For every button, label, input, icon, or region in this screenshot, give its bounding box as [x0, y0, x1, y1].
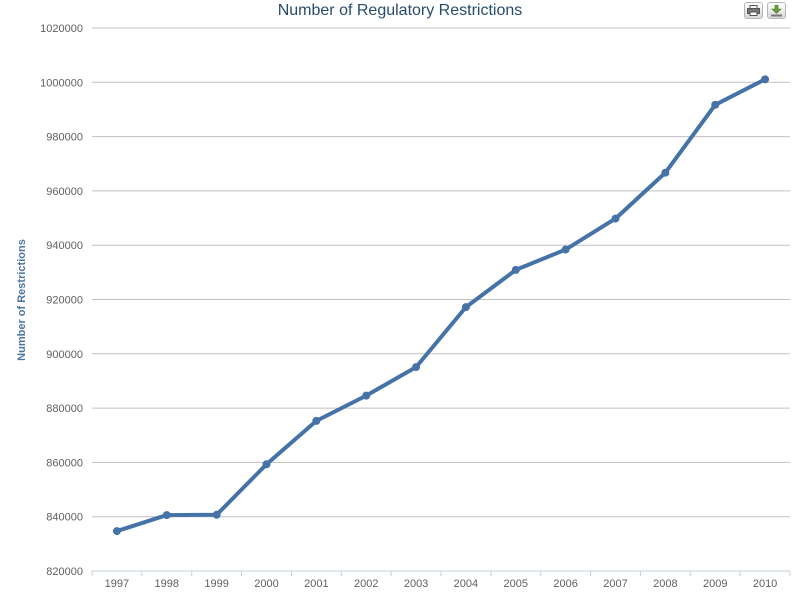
- chart-toolbar: [744, 2, 786, 19]
- x-tick-label: 2004: [454, 578, 478, 590]
- y-axis-label: Number of Restrictions: [16, 239, 28, 361]
- data-point[interactable]: [162, 511, 171, 520]
- series-group: [112, 75, 770, 536]
- x-tick-label: 2003: [404, 578, 428, 590]
- data-point[interactable]: [461, 303, 470, 312]
- x-tick-label: 2009: [703, 578, 727, 590]
- y-tick-label: 960000: [46, 186, 83, 198]
- chart-title: Number of Regulatory Restrictions: [278, 2, 523, 19]
- y-tick-label: 1020000: [40, 23, 83, 35]
- data-point[interactable]: [761, 75, 770, 84]
- print-button[interactable]: [744, 2, 763, 19]
- x-tick-label: 2010: [753, 578, 777, 590]
- x-tick-label: 1999: [204, 578, 228, 590]
- data-point[interactable]: [611, 214, 620, 223]
- y-tick-label: 900000: [46, 349, 83, 361]
- data-point[interactable]: [112, 527, 121, 536]
- data-point[interactable]: [561, 245, 570, 254]
- x-tick-label: 2002: [354, 578, 378, 590]
- y-tick-label: 920000: [46, 295, 83, 307]
- data-point[interactable]: [262, 460, 271, 469]
- x-tick-label: 2006: [553, 578, 577, 590]
- data-point[interactable]: [312, 416, 321, 425]
- x-tick-label: 2008: [653, 578, 677, 590]
- x-tick-label: 2007: [603, 578, 627, 590]
- y-tick-label: 940000: [46, 240, 83, 252]
- x-tick-label: 1997: [105, 578, 129, 590]
- x-tick-label: 2001: [304, 578, 328, 590]
- y-tick-label: 840000: [46, 512, 83, 524]
- data-point[interactable]: [362, 391, 371, 400]
- y-tick-label: 820000: [46, 566, 83, 578]
- y-tick-label: 980000: [46, 132, 83, 144]
- data-point[interactable]: [711, 100, 720, 109]
- x-axis-ticks: 1997 1998 1999 2000 2001 2002 2003 2004 2005 2006…: [105, 578, 778, 590]
- print-icon: [747, 5, 760, 16]
- y-tick-label: 860000: [46, 457, 83, 469]
- x-tick-label: 1998: [155, 578, 179, 590]
- download-icon: [771, 4, 782, 16]
- data-point[interactable]: [511, 265, 520, 274]
- x-tick-label: 2000: [254, 578, 278, 590]
- y-tick-label: 880000: [46, 403, 83, 415]
- data-point[interactable]: [412, 363, 421, 372]
- y-axis-ticks: 820000 840000 860000 880000 900000 920000 9400…: [40, 23, 83, 578]
- data-point[interactable]: [661, 168, 670, 177]
- export-button[interactable]: [767, 2, 786, 19]
- x-tick-label: 2005: [504, 578, 528, 590]
- data-point[interactable]: [212, 510, 221, 519]
- x-axis: [91, 570, 791, 576]
- gridlines: [92, 27, 790, 518]
- series-line: [114, 77, 768, 534]
- y-tick-label: 1000000: [40, 77, 83, 89]
